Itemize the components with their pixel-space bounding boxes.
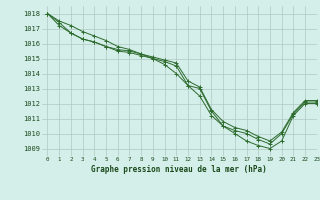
X-axis label: Graphe pression niveau de la mer (hPa): Graphe pression niveau de la mer (hPa)	[91, 165, 267, 174]
